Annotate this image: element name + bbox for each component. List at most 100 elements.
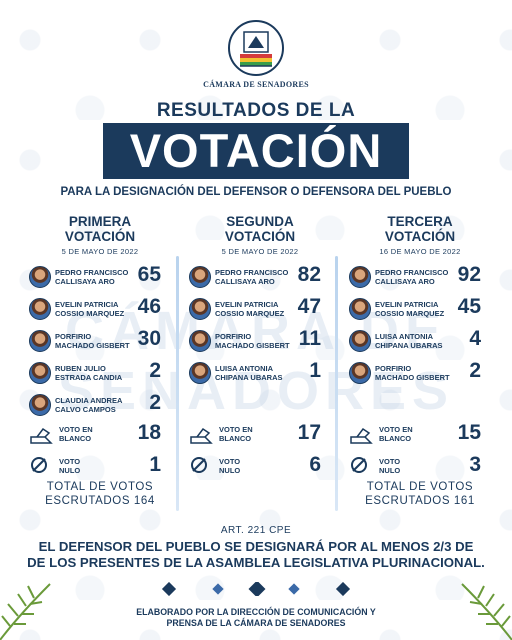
avatar: [189, 298, 211, 320]
candidate-name-line1: PORFIRIO: [375, 364, 412, 373]
round-column-3: TERCERA VOTACIÓN 16 DE MAYO DE 2022 PEDR…: [345, 214, 495, 514]
candidate-row: RUBEN JULIO ESTRADA CANDIA 2: [25, 359, 175, 388]
candidate-name: PEDRO FRANCISCO CALLISAYA ARO: [375, 268, 455, 286]
candidate-name-line1: EVELIN PATRICIA: [375, 300, 439, 309]
round-title-line2: VOTACIÓN: [224, 229, 296, 244]
avatar: [29, 298, 51, 320]
article-reference: ART. 221 CPE: [220, 525, 292, 536]
blank-vote-label-line2: BLANCO: [219, 434, 252, 443]
palm-leaf-icon: [461, 583, 512, 640]
candidate-name-line1: LUISA ANTONIA: [215, 364, 274, 373]
round-title-line1: TERCERA: [387, 214, 453, 229]
legal-statement: EL DEFENSOR DEL PUEBLO SE DESIGNARÁ POR …: [0, 539, 512, 570]
null-votes: 3: [469, 453, 481, 476]
candidate-row: PEDRO FRANCISCO CALLISAYA ARO 65: [25, 263, 175, 292]
null-vote-row: VOTO NULO 6: [185, 453, 335, 482]
candidate-votes: 4: [469, 327, 481, 350]
candidate-name-line2: COSSIO MARQUEZ: [375, 309, 445, 318]
candidate-name-line2: MACHADO GISBERT: [215, 341, 290, 350]
null-vote-label-line1: VOTO: [379, 457, 401, 466]
avatar: [349, 298, 371, 320]
null-circle-icon: [31, 457, 47, 473]
null-vote-label: VOTO NULO: [59, 457, 119, 475]
org-name: CÁMARA DE SENADORES: [203, 80, 309, 89]
blank-votes: 17: [297, 421, 321, 444]
candidate-name-line1: EVELIN PATRICIA: [55, 300, 119, 309]
avatar: [29, 394, 51, 416]
title-line1: RESULTADOS DE LA: [156, 100, 356, 121]
andean-diamond-icon: [161, 582, 351, 596]
candidate-row: PORFIRIO MACHADO GISBERT 2: [345, 359, 495, 388]
candidate-row: PORFIRIO MACHADO GISBERT 11: [185, 327, 335, 356]
candidate-row: PORFIRIO MACHADO GISBERT 30: [25, 327, 175, 356]
avatar: [29, 362, 51, 384]
blank-vote-label-line2: BLANCO: [379, 434, 412, 443]
candidate-votes: 65: [137, 263, 161, 286]
candidate-name-line2: ESTRADA CANDIA: [55, 373, 123, 382]
candidate-name-line1: CLAUDIA ANDREA: [55, 396, 123, 405]
round-column-1: PRIMERA VOTACIÓN 5 DE MAYO DE 2022 PEDRO…: [25, 214, 175, 514]
candidate-name-line2: CHIPANA UBARAS: [215, 373, 283, 382]
null-votes: 1: [149, 453, 161, 476]
blank-vote-label: VOTO EN BLANCO: [379, 425, 439, 443]
vote-total-line1: TOTAL DE VOTOS: [46, 481, 154, 493]
candidate-row: EVELIN PATRICIA COSSIO MARQUEZ 45: [345, 295, 495, 324]
null-vote-label-line2: NULO: [59, 466, 81, 475]
round-title: PRIMERA VOTACIÓN: [25, 214, 175, 244]
candidate-name-line1: PEDRO FRANCISCO: [375, 268, 449, 277]
candidate-name-line2: MACHADO GISBERT: [55, 341, 130, 350]
column-divider: [335, 256, 338, 511]
candidate-votes: 30: [137, 327, 161, 350]
title-banner: VOTACIÓN: [103, 123, 409, 179]
candidate-name-line1: PORFIRIO: [215, 332, 252, 341]
ballot-box-icon: [30, 427, 53, 444]
candidate-name-line2: CALLISAYA ARO: [55, 277, 115, 286]
candidate-row: PEDRO FRANCISCO CALLISAYA ARO 92: [345, 263, 495, 292]
vote-total-line2: ESCRUTADOS 164: [45, 495, 155, 507]
avatar: [29, 330, 51, 352]
candidate-name: CLAUDIA ANDREA CALVO CAMPOS: [55, 396, 135, 414]
credit-line2: PRENSA DE LA CÁMARA DE SENADORES: [166, 618, 346, 628]
candidate-votes: 2: [149, 359, 161, 382]
candidate-name: PEDRO FRANCISCO CALLISAYA ARO: [215, 268, 295, 286]
candidate-name-line2: MACHADO GISBERT: [375, 373, 450, 382]
candidate-name: PEDRO FRANCISCO CALLISAYA ARO: [55, 268, 135, 286]
avatar: [29, 266, 51, 288]
candidate-row: EVELIN PATRICIA COSSIO MARQUEZ 46: [25, 295, 175, 324]
candidate-row: EVELIN PATRICIA COSSIO MARQUEZ 47: [185, 295, 335, 324]
column-divider: [176, 256, 179, 511]
round-column-2: SEGUNDA VOTACIÓN 5 DE MAYO DE 2022 PEDRO…: [185, 214, 335, 514]
candidate-row: LUISA ANTONIA CHIPANA UBARAS 1: [185, 359, 335, 388]
null-vote-label-line2: NULO: [219, 466, 241, 475]
candidate-name: EVELIN PATRICIA COSSIO MARQUEZ: [215, 300, 295, 318]
candidate-name-line1: LUISA ANTONIA: [375, 332, 434, 341]
candidate-name: PORFIRIO MACHADO GISBERT: [215, 332, 295, 350]
round-title: TERCERA VOTACIÓN: [345, 214, 495, 244]
null-vote-row: VOTO NULO 3: [345, 453, 495, 482]
senate-emblem-icon: [226, 18, 286, 78]
null-circle-icon: [191, 457, 207, 473]
candidate-name-line2: CHIPANA UBARAS: [375, 341, 443, 350]
null-votes: 6: [309, 453, 321, 476]
candidate-name: PORFIRIO MACHADO GISBERT: [55, 332, 135, 350]
null-vote-label-line1: VOTO: [219, 457, 241, 466]
candidate-name: RUBEN JULIO ESTRADA CANDIA: [55, 364, 135, 382]
vote-total: TOTAL DE VOTOS ESCRUTADOS 164: [25, 480, 175, 508]
candidate-name-line1: EVELIN PATRICIA: [215, 300, 279, 309]
round-title-line1: SEGUNDA: [226, 214, 294, 229]
candidate-name-line2: CALLISAYA ARO: [215, 277, 275, 286]
blank-votes: 15: [457, 421, 481, 444]
candidate-name: LUISA ANTONIA CHIPANA UBARAS: [375, 332, 455, 350]
candidate-row: LUISA ANTONIA CHIPANA UBARAS 4: [345, 327, 495, 356]
null-vote-row: VOTO NULO 1: [25, 453, 175, 482]
vote-total: TOTAL DE VOTOS ESCRUTADOS 161: [345, 480, 495, 508]
blank-vote-row: VOTO EN BLANCO 17: [185, 421, 335, 450]
candidate-name-line2: CALVO CAMPOS: [55, 405, 116, 414]
null-vote-label: VOTO NULO: [379, 457, 439, 475]
candidate-votes: 1: [309, 359, 321, 382]
blank-vote-label-line1: VOTO EN: [59, 425, 93, 434]
round-title: SEGUNDA VOTACIÓN: [185, 214, 335, 244]
blank-vote-row: VOTO EN BLANCO 18: [25, 421, 175, 450]
avatar: [189, 362, 211, 384]
avatar: [349, 330, 371, 352]
